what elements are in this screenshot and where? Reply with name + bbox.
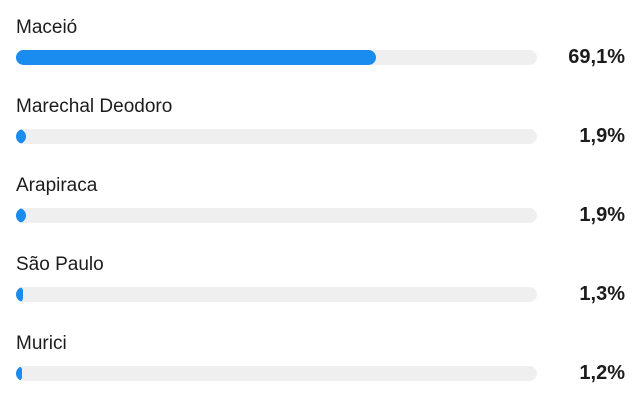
progress-track (16, 208, 537, 223)
city-label: São Paulo (16, 254, 104, 275)
progress-fill (16, 50, 376, 65)
percentage-value: 69,1% (568, 46, 625, 68)
list-item: Arapiraca 1,9% (0, 174, 633, 236)
progress-track (16, 287, 537, 302)
city-label: Maceió (16, 17, 78, 38)
progress-track (16, 129, 537, 144)
percentage-value: 1,9% (579, 204, 625, 226)
city-label: Marechal Deodoro (16, 96, 173, 117)
list-item: Murici 1,2% (0, 332, 633, 394)
list-item: São Paulo 1,3% (0, 253, 633, 315)
percentage-value: 1,9% (579, 125, 625, 147)
progress-fill (16, 208, 26, 223)
progress-fill (16, 129, 26, 144)
city-label: Arapiraca (16, 175, 98, 196)
percentage-value: 1,3% (579, 283, 625, 305)
list-item: Maceió 69,1% (0, 16, 633, 78)
percentage-value: 1,2% (579, 362, 625, 384)
progress-fill (16, 366, 23, 381)
progress-fill (16, 287, 23, 302)
progress-track (16, 366, 537, 381)
list-item: Marechal Deodoro 1,9% (0, 95, 633, 157)
city-label: Murici (16, 333, 67, 354)
progress-track (16, 50, 537, 65)
